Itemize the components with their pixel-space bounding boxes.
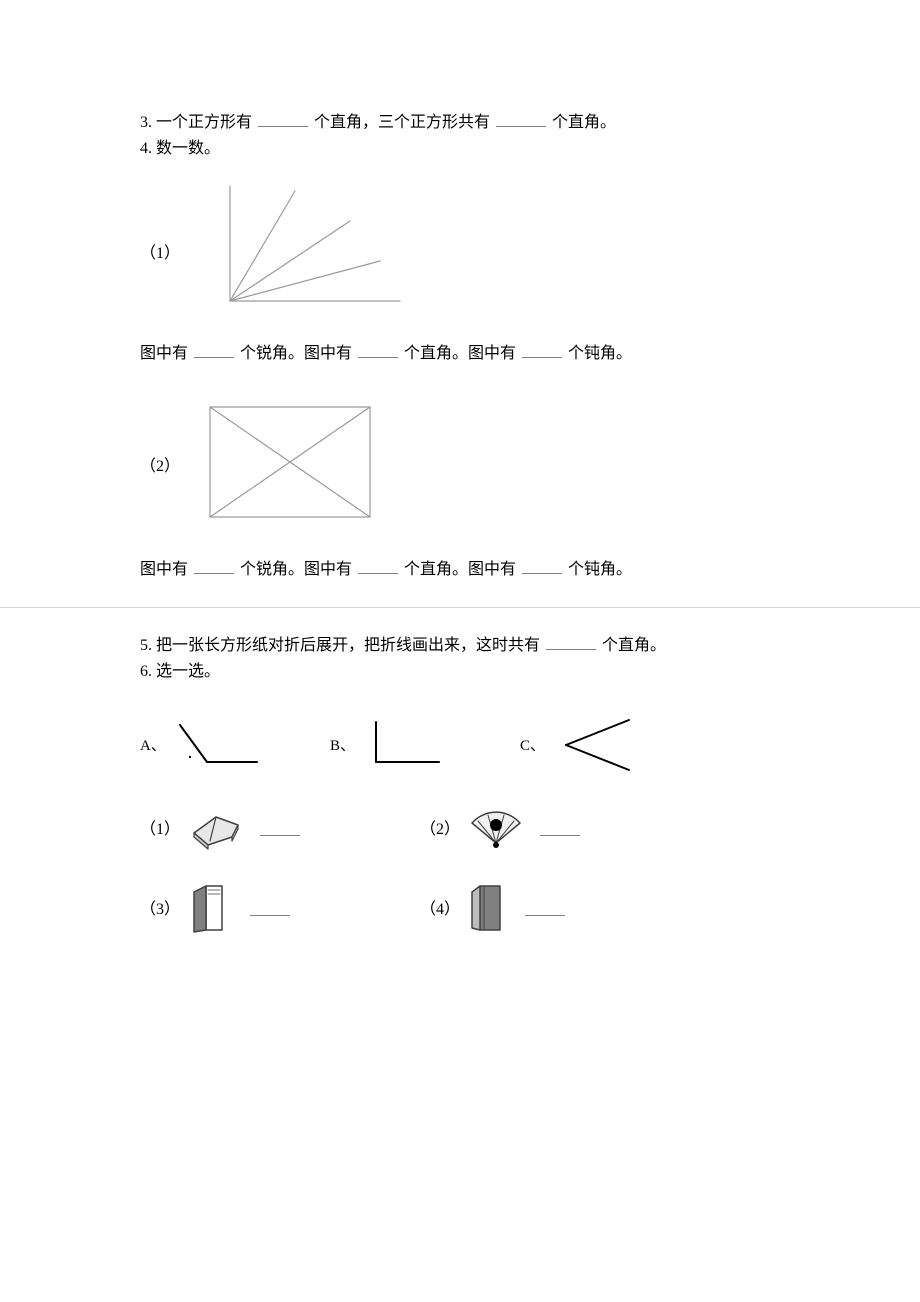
q6-num: 6. xyxy=(140,663,152,680)
m1-blank[interactable] xyxy=(260,819,300,836)
q4f1-blank2[interactable] xyxy=(358,341,398,358)
optB-label: B、 xyxy=(330,734,355,755)
q3-num: 3. xyxy=(140,114,152,131)
q6-match-grid: （1） （2） （3） （4） xyxy=(140,805,790,935)
q3-blank1[interactable] xyxy=(258,110,308,127)
folder-icon xyxy=(466,880,511,935)
q4-fig1-sentence: 图中有 个锐角。图中有 个直角。图中有 个钝角。 xyxy=(140,341,790,367)
m3-blank[interactable] xyxy=(250,899,290,916)
open-door-icon xyxy=(186,880,236,935)
q6-m4: （4） xyxy=(420,880,700,935)
m1-num: （1） xyxy=(140,815,180,839)
q4-fig2-sentence: 图中有 个锐角。图中有 个直角。图中有 个钝角。 xyxy=(140,557,790,583)
fan-icon xyxy=(466,805,526,850)
q4-sub1: （1） xyxy=(140,239,200,263)
txt: 个钝角。 xyxy=(568,561,632,578)
q3-t3: 个直角。 xyxy=(552,114,616,131)
q6-optC: C、 xyxy=(520,715,700,775)
q4f2-blank3[interactable] xyxy=(522,557,562,574)
txt: 图中有 xyxy=(140,345,188,362)
optA-label: A、 xyxy=(140,734,166,755)
open-book-icon xyxy=(186,805,246,850)
acute-angle-icon xyxy=(551,715,641,775)
m4-blank[interactable] xyxy=(525,899,565,916)
m2-num: （2） xyxy=(420,815,460,839)
fan-diagram-icon xyxy=(200,181,420,321)
q4-sub2: （2） xyxy=(140,452,200,476)
q3-t1: 一个正方形有 xyxy=(156,114,252,131)
txt: 个锐角。图中有 xyxy=(240,561,352,578)
q6-m2: （2） xyxy=(420,805,700,850)
q4f1-blank3[interactable] xyxy=(522,341,562,358)
m2-blank[interactable] xyxy=(540,819,580,836)
q4f1-blank1[interactable] xyxy=(194,341,234,358)
q3-t2: 个直角，三个正方形共有 xyxy=(314,114,490,131)
q4-fig2-block: （2） xyxy=(140,397,790,532)
q4-fig1-block: （1） xyxy=(140,181,790,321)
q5-t1: 把一张长方形纸对折后展开，把折线画出来，这时共有 xyxy=(156,637,540,654)
q6-title: 选一选。 xyxy=(156,663,220,680)
q4-title: 数一数。 xyxy=(156,140,220,157)
q6-optA: A、 xyxy=(140,717,320,772)
q6-options-row: A、 B、 C、 xyxy=(140,715,790,775)
q6-m3: （3） xyxy=(140,880,420,935)
optC-label: C、 xyxy=(520,734,545,755)
q4f2-blank2[interactable] xyxy=(358,557,398,574)
txt: 个钝角。 xyxy=(568,345,632,362)
q5-blank[interactable] xyxy=(546,633,596,650)
worksheet-page: 3. 一个正方形有 个直角，三个正方形共有 个直角。 4. 数一数。 （1） 图… xyxy=(0,0,920,1025)
txt: 图中有 xyxy=(140,561,188,578)
rect-diagonals-icon xyxy=(200,397,390,532)
q3-blank2[interactable] xyxy=(496,110,546,127)
section-divider xyxy=(0,607,920,608)
txt: 个直角。图中有 xyxy=(404,345,516,362)
txt: 个直角。图中有 xyxy=(404,561,516,578)
q6-optB: B、 xyxy=(330,717,510,772)
obtuse-angle-icon xyxy=(172,717,267,772)
m4-num: （4） xyxy=(420,895,460,919)
q4-header: 4. 数一数。 xyxy=(140,136,790,162)
q3-line: 3. 一个正方形有 个直角，三个正方形共有 个直角。 xyxy=(140,110,790,136)
q6-m1: （1） xyxy=(140,805,420,850)
q5-num: 5. xyxy=(140,637,152,654)
q6-header: 6. 选一选。 xyxy=(140,659,790,685)
q5-line: 5. 把一张长方形纸对折后展开，把折线画出来，这时共有 个直角。 xyxy=(140,633,790,659)
right-angle-icon xyxy=(361,717,451,772)
q4f2-blank1[interactable] xyxy=(194,557,234,574)
m3-num: （3） xyxy=(140,895,180,919)
q5-t2: 个直角。 xyxy=(602,637,666,654)
txt: 个锐角。图中有 xyxy=(240,345,352,362)
q4-num: 4. xyxy=(140,140,152,157)
